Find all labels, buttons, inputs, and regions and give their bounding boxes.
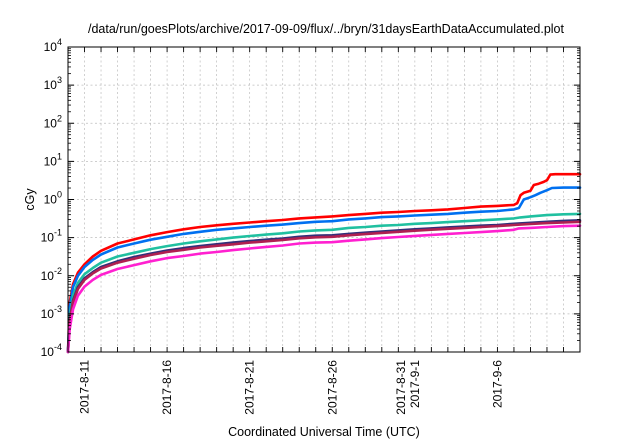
series-line-2: [66, 186, 582, 354]
y-tick-label: 10-2: [41, 266, 62, 283]
y-tick-label: 102: [44, 113, 62, 130]
y-tick-label: 10-4: [41, 342, 62, 359]
x-tick-label: 2017-8-16: [160, 360, 174, 415]
y-axis-ticks: 10-4 10-3 10-2 10-1 100 101 102 103 104: [41, 37, 580, 359]
y-tick-label: 103: [44, 75, 62, 92]
series-line-1: [66, 172, 582, 354]
x-tick-label: 2017-8-11: [78, 360, 92, 414]
x-tick-label: 2017-8-21: [243, 360, 257, 415]
data-series: [66, 172, 582, 354]
x-tick-label: 2017-9-6: [490, 360, 504, 408]
y-tick-label: 100: [44, 190, 62, 207]
chart-title: /data/run/goesPlots/archive/2017-09-09/f…: [88, 22, 564, 36]
series-line-5: [66, 220, 582, 354]
series-line-6: [66, 224, 582, 354]
y-tick-label: 101: [44, 151, 62, 168]
y-tick-label: 104: [44, 37, 62, 54]
y-tick-label: 10-3: [41, 304, 62, 321]
x-tick-label: 2017-8-31: [394, 360, 408, 415]
y-axis-label: cGy: [23, 188, 37, 211]
y-tick-label: 10-1: [41, 228, 62, 245]
x-axis-label: Coordinated Universal Time (UTC): [228, 425, 420, 439]
x-axis-ticks: 2017-8-11 2017-8-16 2017-8-21 2017-8-26 2017…: [78, 47, 564, 415]
series-line-3: [66, 212, 582, 354]
grid-lines: [68, 47, 580, 352]
x-tick-label: 2017-9-1: [408, 360, 422, 408]
x-tick-label: 2017-8-26: [325, 360, 339, 415]
